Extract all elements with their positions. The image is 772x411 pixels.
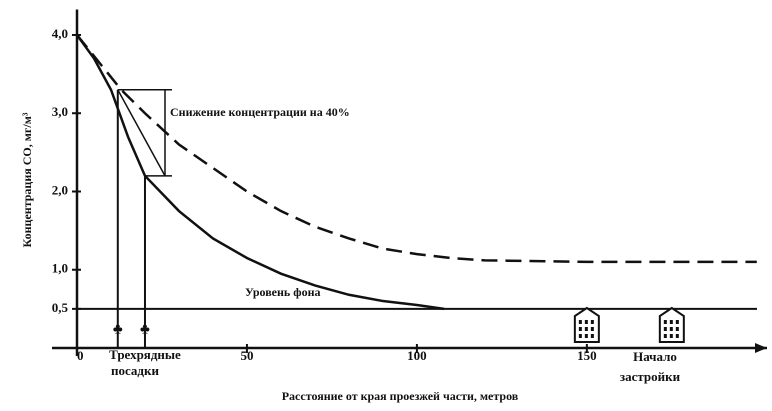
reduction-diagonal — [117, 89, 166, 177]
building-window — [675, 334, 679, 338]
plantings-label: Трехрядные — [109, 347, 181, 362]
background-level-label: Уровень фона — [245, 285, 320, 299]
buildings-label: Начало — [633, 349, 677, 364]
x-tick-label: 50 — [240, 348, 253, 363]
building-window — [578, 327, 582, 331]
building-window — [663, 334, 667, 338]
reduction-label: Снижение концентрации на 40% — [170, 105, 350, 119]
x-tick-label: 100 — [407, 348, 427, 363]
building-window — [669, 327, 673, 331]
building-window — [590, 327, 594, 331]
y-tick-label: 1,0 — [52, 261, 68, 276]
planting-icon: ♣ — [113, 321, 123, 337]
building-window — [663, 327, 667, 331]
x-tick-label: 0 — [77, 348, 84, 363]
x-axis-label: Расстояние от края проезжей части, метро… — [282, 389, 519, 403]
building-window — [675, 320, 679, 324]
building-window — [578, 320, 582, 324]
planting-icon: ♣ — [140, 321, 150, 337]
y-tick-label: 0,5 — [52, 300, 69, 315]
building-window — [675, 327, 679, 331]
y-tick-label: 4,0 — [52, 26, 68, 41]
building — [573, 306, 600, 343]
y-axis-label: Концентрация СО, мг/м³ — [20, 112, 34, 247]
building-window — [584, 320, 588, 324]
plantings-label: посадки — [111, 363, 159, 378]
x-axis-arrow — [755, 343, 767, 353]
building-window — [584, 327, 588, 331]
building — [658, 306, 685, 343]
series-line — [75, 34, 445, 311]
building-window — [669, 320, 673, 324]
building-window — [663, 320, 667, 324]
x-tick-label: 150 — [577, 348, 597, 363]
building-window — [578, 334, 582, 338]
y-tick-label: 3,0 — [52, 104, 68, 119]
building-window — [590, 334, 594, 338]
building-window — [590, 320, 594, 324]
buildings-label: застройки — [620, 369, 681, 384]
y-tick-label: 2,0 — [52, 182, 68, 197]
building-window — [669, 334, 673, 338]
building-window — [584, 334, 588, 338]
